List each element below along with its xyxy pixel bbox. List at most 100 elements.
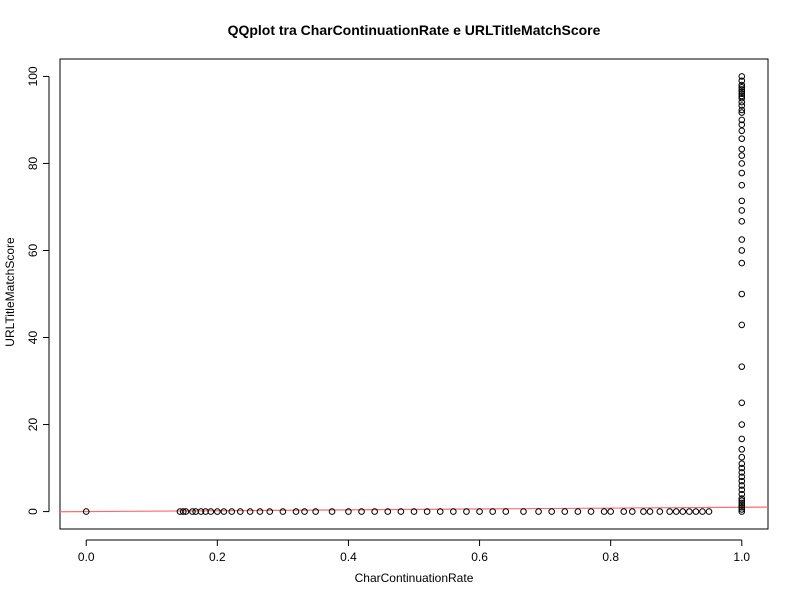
data-point [738, 469, 746, 476]
data-point [738, 460, 746, 468]
data-point [738, 486, 746, 494]
x-tick-label: 0.4 [340, 550, 357, 564]
y-tick-label: 0 [26, 508, 40, 515]
x-tick-label: 1.0 [733, 550, 750, 564]
data-point [738, 207, 746, 214]
data-point [672, 508, 680, 515]
data-point [738, 247, 746, 254]
data-point [738, 86, 746, 93]
data-point [358, 508, 365, 515]
data-point [738, 501, 746, 509]
data-point [600, 508, 608, 515]
data-point [738, 236, 746, 243]
data-point [738, 435, 746, 443]
data-point [738, 169, 746, 177]
x-axis-label: CharContinuationRate [355, 571, 474, 585]
data-point [738, 508, 746, 515]
data-point [410, 508, 418, 515]
data-point [301, 508, 308, 515]
data-point [686, 508, 693, 515]
data-point [197, 508, 205, 515]
data-point [738, 73, 746, 80]
x-tick-label: 0.8 [602, 550, 619, 564]
x-tick-label: 0.2 [209, 550, 226, 564]
data-point [292, 508, 300, 515]
data-point [548, 508, 555, 515]
reference-line-layer [59, 506, 769, 513]
data-point [463, 508, 470, 515]
data-point [345, 508, 352, 515]
data-point [279, 508, 287, 515]
y-axis-label: URLTitleMatchScore [3, 237, 17, 347]
y-tick-label: 100 [26, 66, 40, 86]
data-point [738, 81, 746, 89]
data-point [738, 421, 746, 428]
data-point [738, 218, 746, 225]
data-point [738, 135, 746, 142]
data-point [397, 508, 405, 515]
data-point [620, 508, 628, 515]
data-point [561, 508, 569, 515]
data-point [738, 506, 746, 513]
data-point [705, 508, 713, 515]
data-point [256, 508, 264, 515]
data-point [738, 94, 746, 102]
data-point [699, 508, 706, 515]
data-point [738, 90, 746, 98]
data-point [502, 508, 510, 515]
data-point [738, 92, 746, 100]
data-point [476, 508, 483, 515]
y-tick-label: 40 [26, 331, 40, 345]
data-point [489, 508, 496, 515]
data-point [738, 473, 746, 481]
data-point [738, 83, 746, 91]
data-point [436, 508, 444, 515]
data-point [384, 508, 392, 515]
data-point [738, 477, 746, 485]
data-point [228, 508, 236, 515]
data-point [738, 145, 746, 153]
data-point [738, 499, 746, 507]
data-point [738, 127, 746, 135]
data-point [666, 508, 673, 515]
x-axis: 0.0 0.2 0.4 0.6 0.8 1.0 [78, 539, 750, 564]
data-point [692, 508, 700, 515]
data-point [607, 508, 614, 515]
data-point [207, 508, 215, 515]
data-point [738, 102, 746, 109]
data-point [738, 106, 746, 114]
data-point [656, 508, 664, 515]
data-point [738, 495, 746, 502]
data-point [738, 446, 746, 453]
data-point [738, 116, 746, 124]
data-point [574, 508, 582, 515]
data-point [738, 503, 746, 511]
data-point [738, 399, 746, 407]
y-tick-label: 20 [26, 418, 40, 432]
x-tick-label: 0.6 [471, 550, 488, 564]
data-point [738, 482, 746, 489]
data-point [738, 497, 746, 505]
data-point [535, 508, 542, 515]
data-point [371, 508, 378, 515]
data-point [738, 453, 746, 461]
data-point [189, 508, 196, 515]
data-point [82, 508, 90, 515]
data-point [328, 508, 336, 515]
data-point [236, 508, 244, 515]
reference-line [59, 506, 769, 513]
chart-title: QQplot tra CharContinuationRate e URLTit… [228, 22, 601, 38]
y-axis: 0 20 40 60 80 100 [26, 66, 50, 515]
data-point [246, 508, 254, 515]
data-point [266, 508, 274, 515]
data-point [312, 508, 319, 515]
data-point [646, 508, 654, 515]
data-point [179, 508, 187, 515]
data-point [738, 197, 746, 205]
plot-frame [59, 58, 769, 530]
data-point [738, 109, 746, 116]
data-point [182, 508, 190, 515]
data-point [738, 77, 746, 85]
